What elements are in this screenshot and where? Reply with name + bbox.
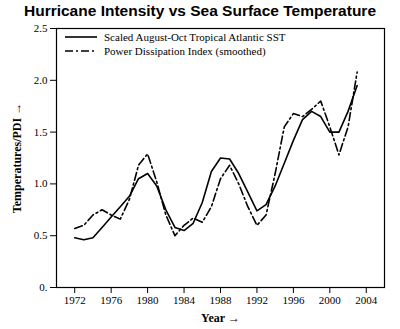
- svg-text:1992: 1992: [246, 294, 268, 306]
- svg-text:1.0: 1.0: [34, 177, 48, 189]
- html-text:Power Dissipation Index (smoot: Power Dissipation Index (smoothed): [104, 45, 266, 57]
- svg-text:1976: 1976: [100, 294, 123, 306]
- svg-text:1.5: 1.5: [34, 126, 48, 138]
- svg-text:1980: 1980: [137, 294, 160, 306]
- svg-text:1988: 1988: [210, 294, 233, 306]
- svg-text:2.5: 2.5: [34, 22, 48, 34]
- svg-text:1996: 1996: [282, 294, 305, 306]
- svg-text:1984: 1984: [173, 294, 196, 306]
- svg-text:0.: 0.: [39, 281, 48, 293]
- svg-text:0.5: 0.5: [34, 229, 48, 241]
- svg-text:1972: 1972: [64, 294, 86, 306]
- html-text:Scaled August-Oct Tropical Atl: Scaled August-Oct Tropical Atlantic SST: [104, 31, 286, 43]
- svg-text:Temperatures/PDI →: Temperatures/PDI →: [10, 103, 24, 213]
- svg-text:2004: 2004: [355, 294, 378, 306]
- svg-text:2000: 2000: [319, 294, 342, 306]
- svg-text:2.0: 2.0: [34, 74, 48, 86]
- html-text:Hurricane Intensity vs Sea Sur: Hurricane Intensity vs Sea Surface Tempe…: [24, 2, 376, 19]
- svg-text:Year →: Year →: [201, 311, 240, 325]
